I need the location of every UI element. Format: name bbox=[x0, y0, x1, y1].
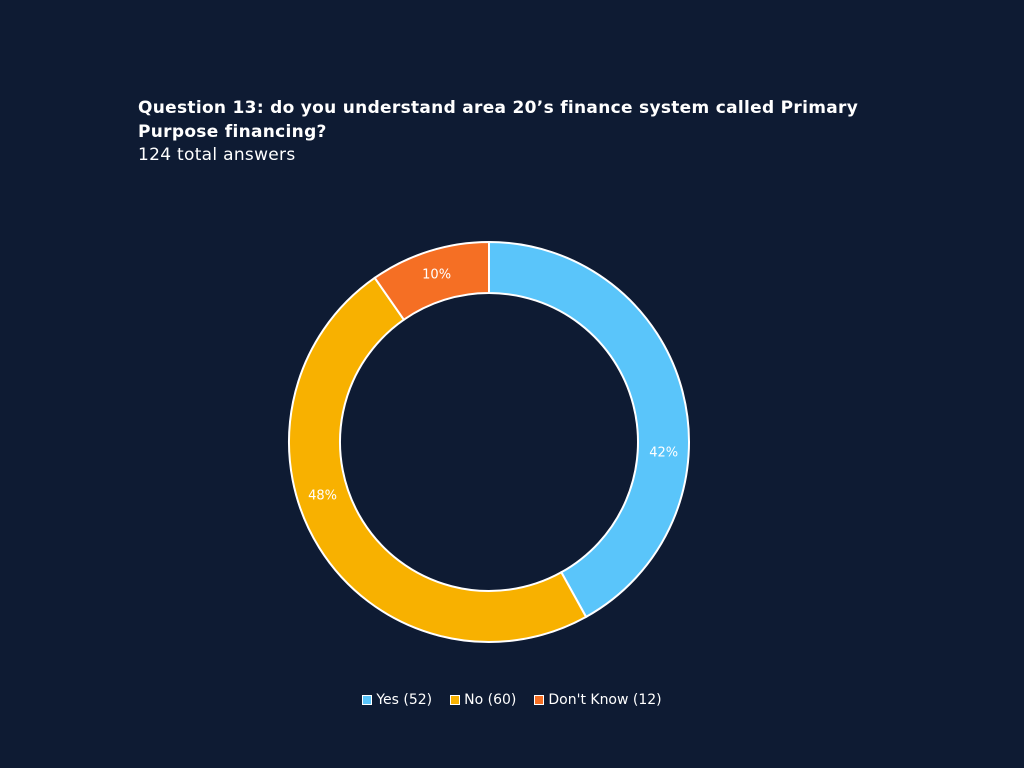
donut-slice-0 bbox=[488, 240, 690, 619]
chart-subtitle: 124 total answers bbox=[138, 145, 296, 165]
chart-header: Question 13: do you understand area 20’s… bbox=[138, 96, 898, 166]
legend-item-1[interactable]: No (60) bbox=[450, 692, 516, 708]
legend-item-0[interactable]: Yes (52) bbox=[362, 692, 432, 708]
slice-percent-label-1: 48% bbox=[308, 489, 337, 504]
legend-item-2[interactable]: Don't Know (12) bbox=[534, 692, 662, 708]
legend-label: No (60) bbox=[464, 692, 517, 708]
legend-swatch bbox=[450, 695, 461, 705]
legend-label: Don't Know (12) bbox=[548, 692, 662, 708]
legend-swatch bbox=[534, 695, 545, 705]
donut-slice-1 bbox=[288, 276, 588, 643]
chart-title: Question 13: do you understand area 20’s… bbox=[138, 98, 859, 142]
slice-percent-label-0: 42% bbox=[649, 445, 678, 460]
donut-slice-2 bbox=[373, 240, 490, 322]
legend-label: Yes (52) bbox=[376, 692, 433, 708]
slice-percent-label-2: 10% bbox=[422, 268, 451, 283]
legend-swatch bbox=[362, 695, 373, 705]
chart-legend: Yes (52) No (60) Don't Know (12) bbox=[0, 692, 1024, 708]
